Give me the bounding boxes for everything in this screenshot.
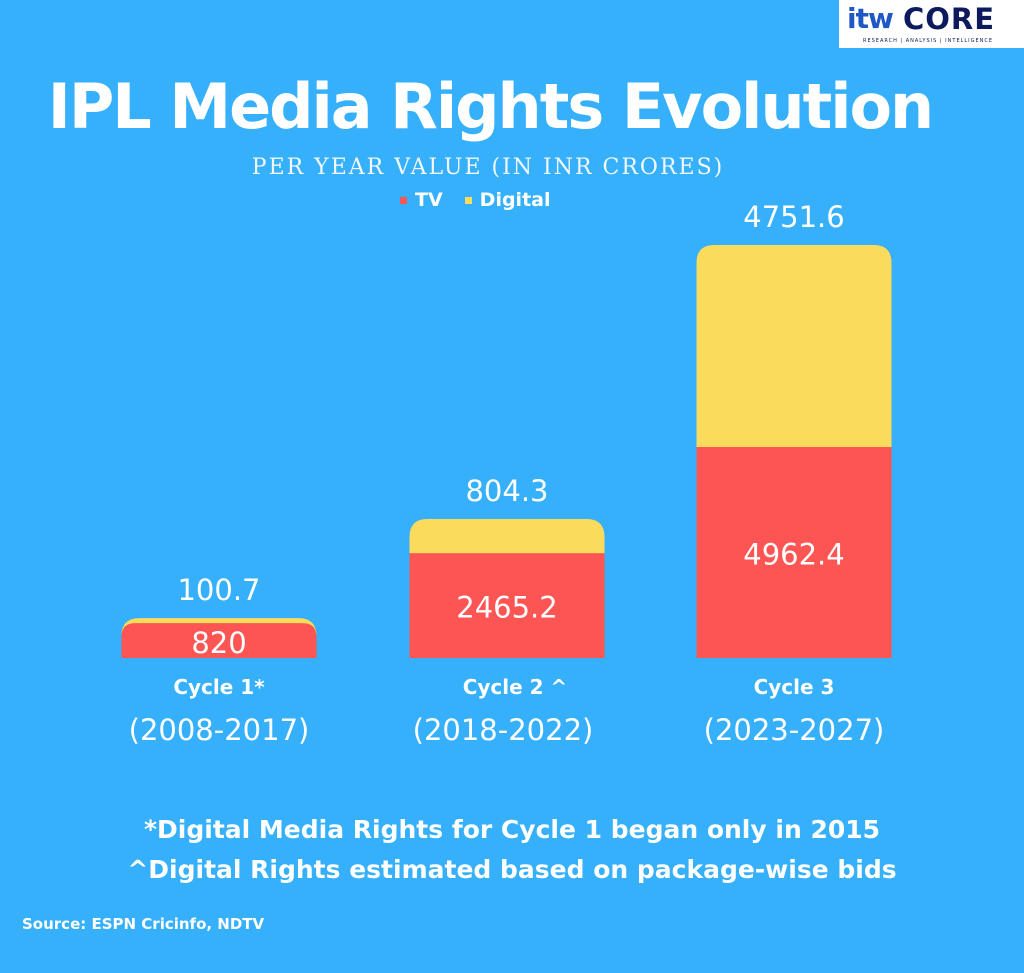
- tv-value-label-cycle-1: 820: [191, 626, 246, 660]
- legend-label-tv: TV: [415, 189, 443, 211]
- chart-subtitle: PER YEAR VALUE (IN INR CRORES): [251, 155, 725, 180]
- category-period-cycle-2: (2018-2022): [413, 713, 594, 747]
- footnote-cycle1: *Digital Media Rights for Cycle 1 began …: [143, 815, 881, 844]
- bar-tv-cycle-2: [409, 553, 605, 658]
- source-note: Source: ESPN Cricinfo, NDTV: [22, 915, 265, 933]
- digital-value-label-cycle-2: 804.3: [465, 474, 548, 508]
- digital-value-label-cycle-1: 100.7: [177, 573, 260, 607]
- legend-swatch-digital: [464, 196, 472, 204]
- digital-value-label-cycle-3: 4751.6: [743, 200, 844, 234]
- category-period-cycle-1: (2008-2017): [129, 713, 310, 747]
- category-label-cycle-2: Cycle 2 ^: [463, 675, 568, 699]
- bar-tv-cycle-1: [121, 623, 317, 658]
- stacked-bar-chart: 820 100.7 Cycle 1* (2008-2017) 2465.2 804.3 Cy…: [121, 200, 892, 747]
- legend-swatch-tv: [400, 196, 407, 204]
- category-label-cycle-3: Cycle 3: [754, 675, 835, 699]
- footnote-cycle2: ^Digital Rights estimated based on packa…: [127, 855, 897, 884]
- tv-value-label-cycle-2: 2465.2: [456, 591, 557, 625]
- legend-item-tv: TV: [400, 189, 443, 211]
- footnotes: *Digital Media Rights for Cycle 1 began …: [0, 810, 1024, 890]
- category-label-cycle-1: Cycle 1*: [173, 675, 265, 699]
- chart-title: IPL Media Rights Evolution: [47, 70, 934, 143]
- logo-tagline: RESEARCH | ANALYSIS | INTELLIGENCE: [863, 38, 994, 44]
- bar-digital-cycle-3: [696, 245, 892, 468]
- chart-legend: TV Digital: [400, 188, 551, 212]
- legend-label-digital: Digital: [479, 189, 551, 211]
- bar-tv-cycle-3: [696, 447, 892, 658]
- legend-item-digital: Digital: [464, 189, 551, 211]
- category-period-cycle-3: (2023-2027): [704, 713, 885, 747]
- itw-core-logo: itw CORE RESEARCH | ANALYSIS | INTELLIGE…: [839, 0, 1024, 48]
- logo-core-text: CORE: [903, 2, 996, 36]
- tv-value-label-cycle-3: 4962.4: [743, 538, 844, 572]
- logo-itw-text: itw: [847, 2, 894, 35]
